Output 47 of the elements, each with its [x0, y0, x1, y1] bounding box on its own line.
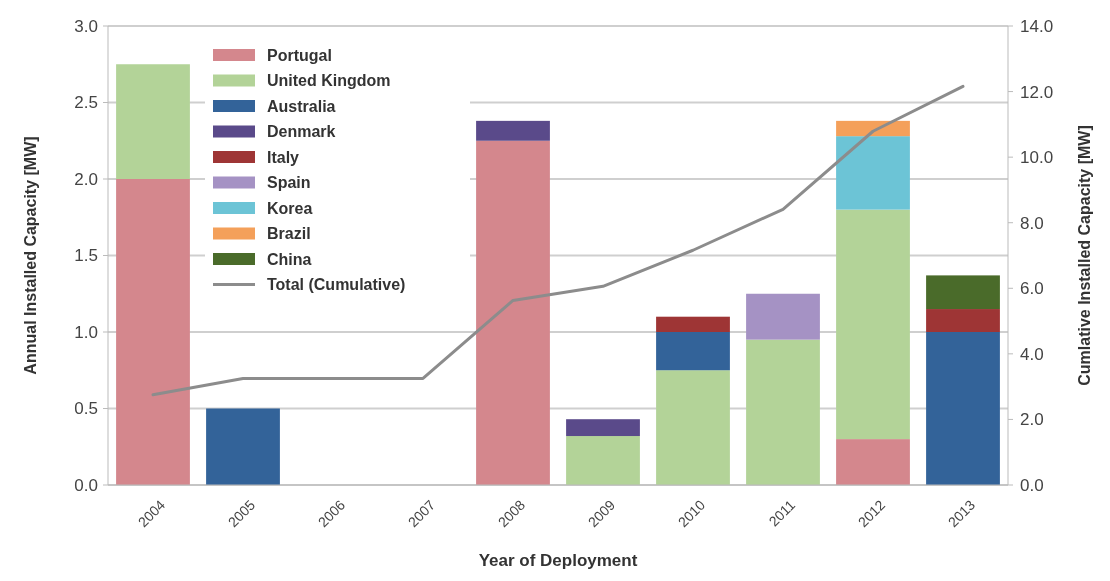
- y2-tick-label: 4.0: [1020, 344, 1044, 364]
- legend-label: Total (Cumulative): [267, 276, 406, 294]
- y-tick-label: 0.5: [74, 399, 98, 419]
- y2-tick-label: 12.0: [1020, 82, 1054, 102]
- x-axis-title: Year of Deployment: [478, 551, 638, 570]
- bar: [656, 370, 730, 485]
- bar: [836, 136, 910, 210]
- y2-tick-label: 6.0: [1020, 279, 1044, 299]
- y2-tick-label: 10.0: [1020, 148, 1054, 168]
- bar: [656, 332, 730, 371]
- y-axis-title: Annual Installed Capacity [MW]: [22, 136, 39, 375]
- legend-label: United Kingdom: [267, 72, 391, 90]
- bar: [926, 332, 1000, 485]
- legend-label: Portugal: [267, 46, 332, 64]
- legend-label: Italy: [267, 148, 300, 166]
- legend-label: Denmark: [267, 123, 336, 141]
- bar: [746, 339, 820, 485]
- y2-tick-label: 14.0: [1020, 16, 1054, 36]
- legend-label: Spain: [267, 174, 311, 192]
- bar: [566, 419, 640, 437]
- legend-label: China: [267, 250, 312, 268]
- y2-tick-label: 8.0: [1020, 213, 1044, 233]
- legend-label: Brazil: [267, 225, 311, 243]
- bar: [926, 309, 1000, 332]
- bar: [836, 209, 910, 440]
- y2-tick-label: 2.0: [1020, 410, 1044, 430]
- y-tick-label: 2.5: [74, 93, 98, 113]
- bar: [926, 275, 1000, 310]
- y-tick-label: 3.0: [74, 16, 98, 36]
- bar: [746, 293, 820, 340]
- bar: [566, 436, 640, 485]
- y-tick-label: 2.0: [74, 169, 98, 189]
- y-tick-label: 1.0: [74, 322, 98, 342]
- bar: [656, 316, 730, 332]
- y2-tick-label: 0.0: [1020, 475, 1044, 495]
- bar: [476, 120, 550, 141]
- y-tick-label: 0.0: [74, 475, 98, 495]
- y-tick-label: 1.5: [74, 246, 98, 266]
- bar: [206, 408, 280, 485]
- bar: [116, 64, 190, 179]
- y2-axis-title: Cumlative Installed Capacity [MW]: [1076, 125, 1093, 386]
- bar: [836, 439, 910, 485]
- legend-label: Korea: [267, 199, 313, 217]
- bar: [476, 140, 550, 485]
- bar: [116, 179, 190, 485]
- legend-label: Australia: [267, 97, 336, 115]
- bar: [836, 120, 910, 137]
